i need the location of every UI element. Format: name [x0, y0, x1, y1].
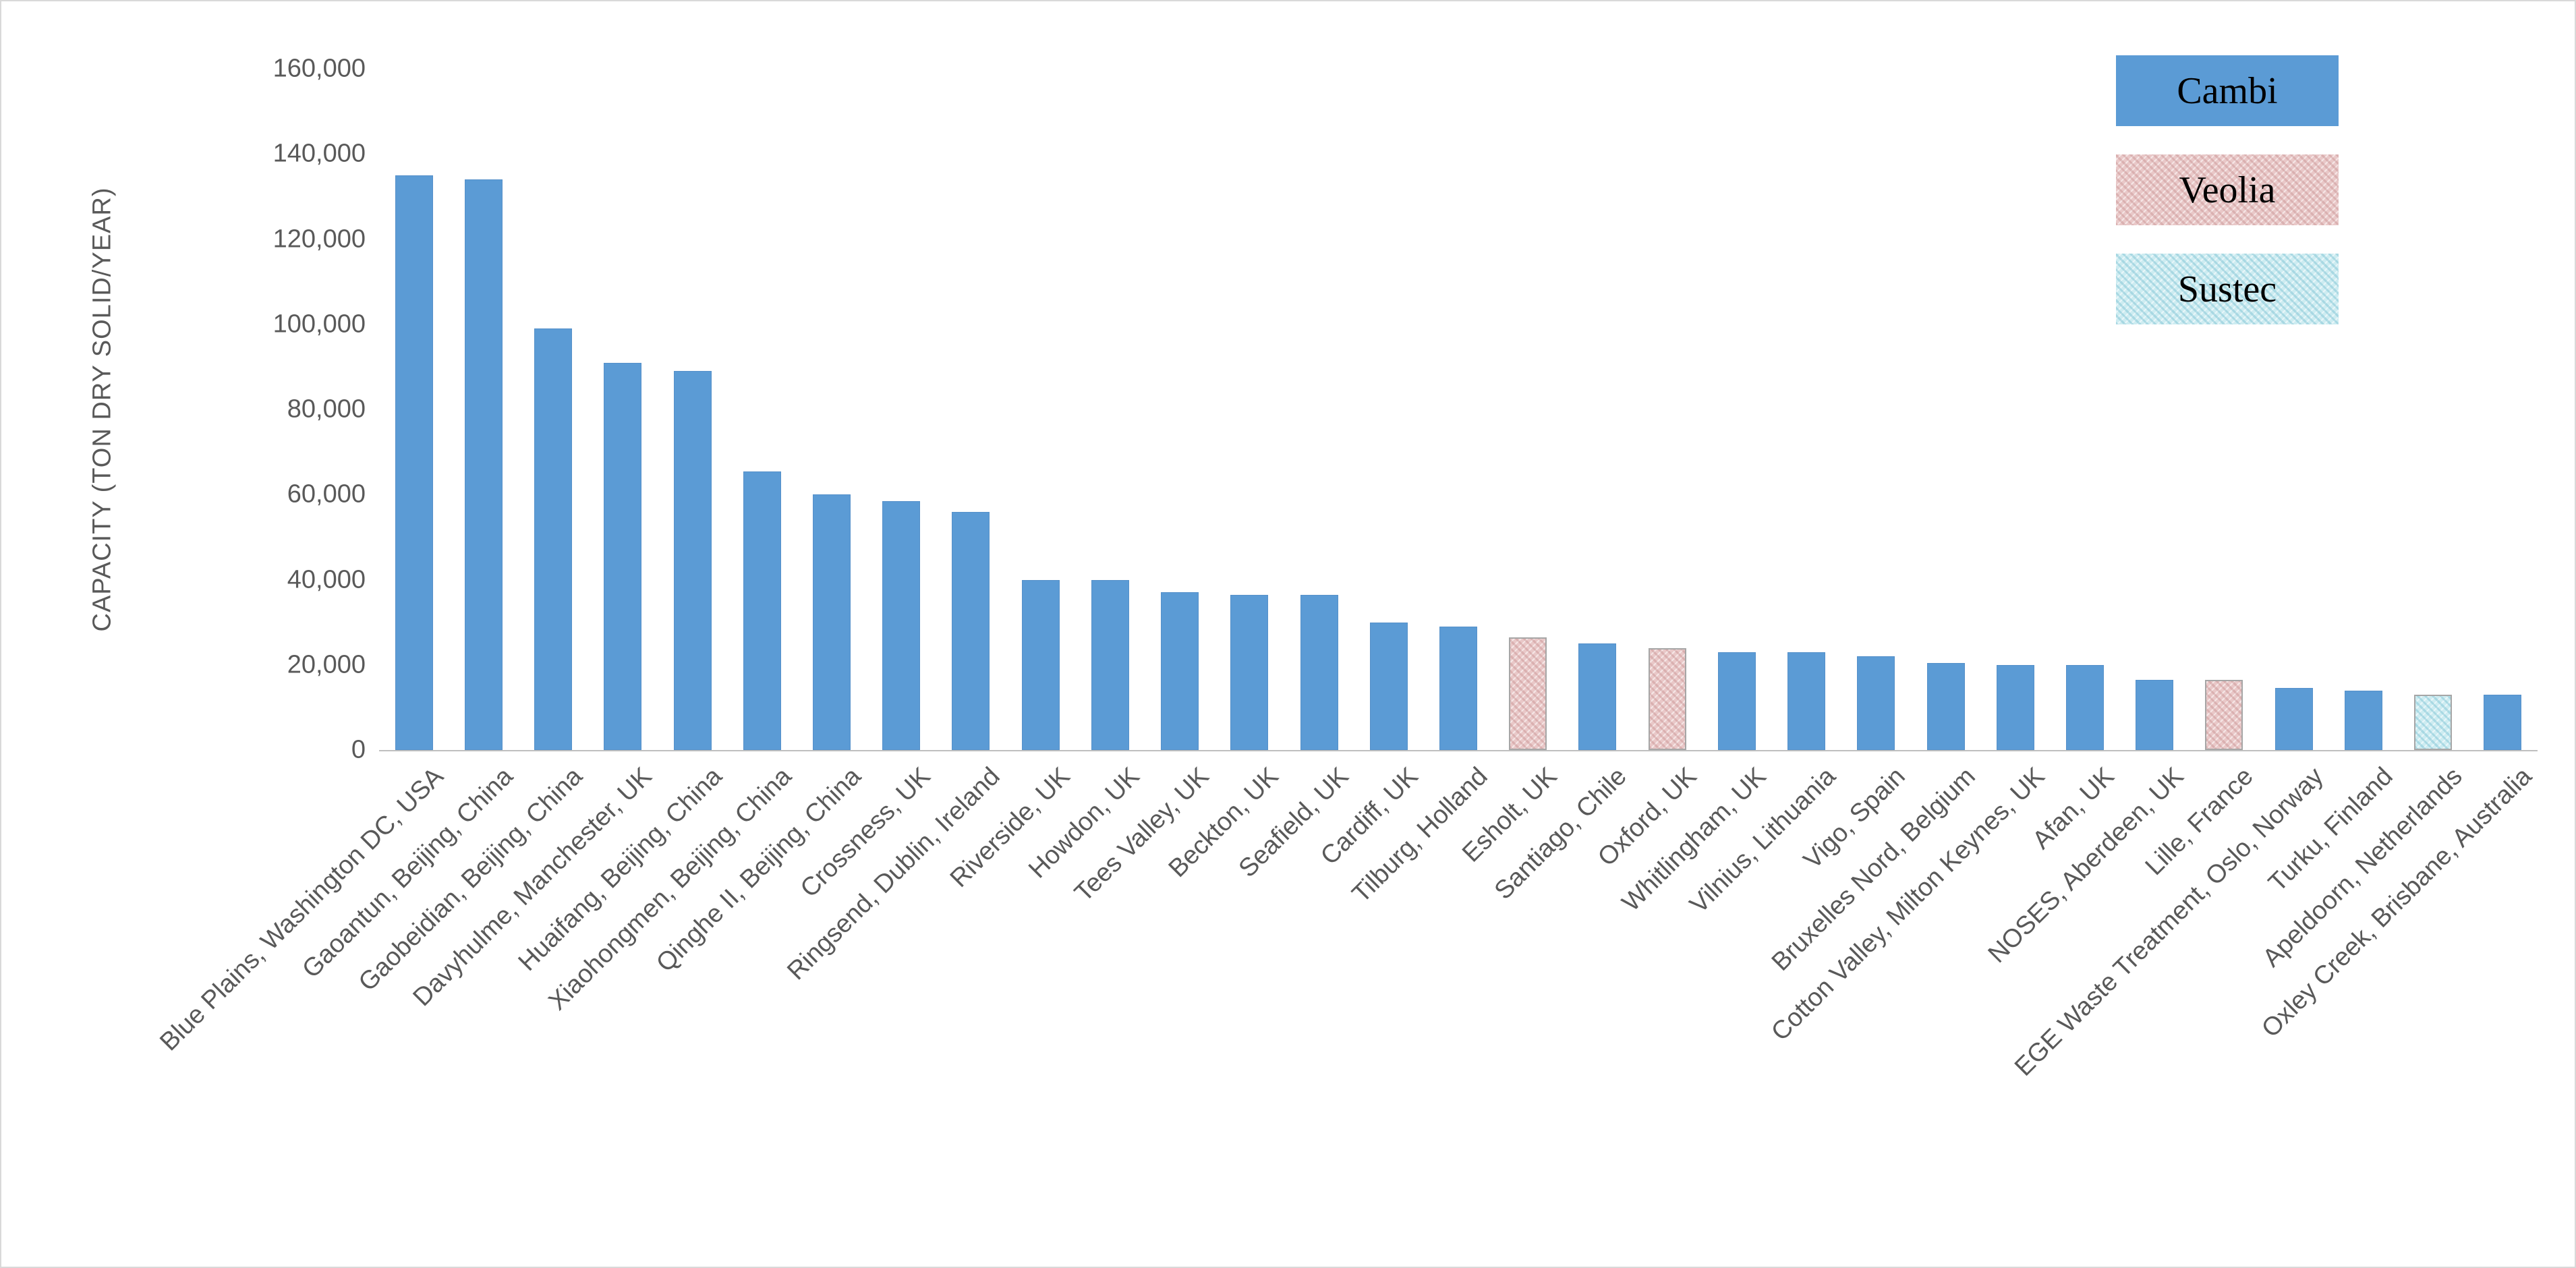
- bar-cambi: [534, 328, 573, 750]
- bars-container: [379, 69, 2538, 750]
- legend-swatch-cambi: Cambi: [2116, 55, 2339, 126]
- bar-cambi: [395, 175, 433, 750]
- y-tick-label: 160,000: [273, 54, 366, 83]
- bar-cambi: [743, 471, 781, 750]
- bar-cambi: [1857, 656, 1895, 750]
- bar-cambi: [952, 511, 990, 750]
- bar-cambi: [1369, 622, 1408, 750]
- y-tick-label: 40,000: [287, 565, 366, 594]
- legend-swatch-veolia: Veolia: [2116, 154, 2339, 225]
- y-tick-label: 100,000: [273, 310, 366, 339]
- bar-cambi: [1091, 579, 1129, 750]
- bar-cambi: [1717, 652, 1756, 750]
- legend: Cambi Veolia Sustec: [2116, 55, 2339, 324]
- y-tick-label: 120,000: [273, 225, 366, 253]
- bar-cambi: [1021, 579, 1060, 750]
- bar-cambi: [1996, 664, 2034, 750]
- y-tick-label: 20,000: [287, 650, 366, 679]
- y-axis-title: CAPACITY (TON DRY SOLID/YEAR): [88, 187, 117, 632]
- bar-cambi: [2484, 694, 2522, 750]
- bar-cambi: [1926, 662, 1965, 750]
- bar-cambi: [812, 494, 851, 750]
- y-tick-label: 80,000: [287, 395, 366, 424]
- bar-cambi: [882, 500, 921, 750]
- bar-cambi: [464, 179, 503, 750]
- bar-veolia: [1648, 647, 1686, 750]
- x-axis-category-label: Blue Plains, Washington DC, USA: [154, 762, 449, 1057]
- bar-sustec: [2414, 694, 2453, 750]
- bar-cambi: [1439, 626, 1477, 750]
- bar-cambi: [1787, 652, 1826, 750]
- bar-cambi: [1578, 643, 1617, 750]
- bar-cambi: [604, 362, 642, 750]
- bar-cambi: [1161, 592, 1199, 750]
- bar-cambi: [2136, 679, 2174, 750]
- bar-veolia: [1509, 637, 1547, 750]
- y-tick-label: 140,000: [273, 139, 366, 168]
- bar-cambi: [2344, 690, 2382, 750]
- bar-cambi: [2066, 664, 2105, 750]
- bar-cambi: [1230, 594, 1269, 750]
- bar-cambi: [1300, 594, 1338, 750]
- legend-swatch-sustec: Sustec: [2116, 254, 2339, 324]
- bar-cambi: [2274, 688, 2313, 750]
- bar-cambi: [673, 371, 712, 750]
- y-tick-label: 0: [351, 735, 366, 764]
- x-axis-category-label: Riverside, UK: [944, 762, 1076, 893]
- y-tick-label: 60,000: [287, 480, 366, 509]
- plot-area: [379, 69, 2538, 751]
- x-axis-category-label: Turku, Finland: [2263, 762, 2399, 898]
- bar-veolia: [2205, 679, 2243, 750]
